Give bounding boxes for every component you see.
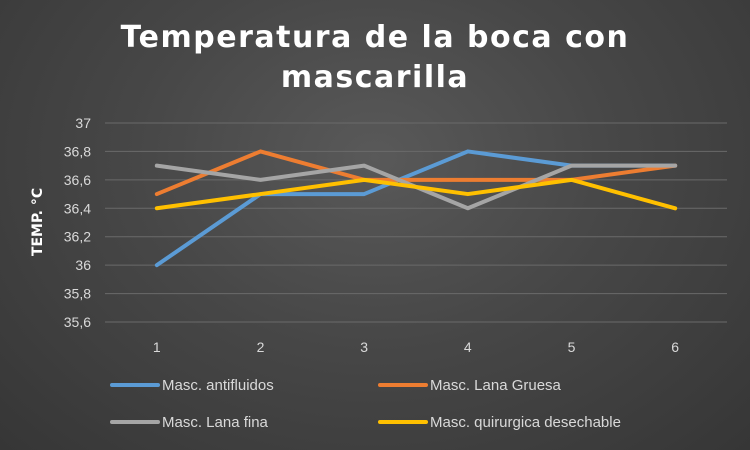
y-tick-label: 37 — [75, 115, 91, 131]
x-tick-label: 1 — [153, 339, 161, 355]
chart-title-line2: mascarilla — [280, 60, 470, 95]
x-tick-label: 5 — [568, 339, 576, 355]
series-line-4 — [154, 177, 678, 211]
legend-label: Masc. Lana Gruesa — [430, 377, 562, 394]
legend-label: Masc. quirurgica desechable — [430, 414, 621, 431]
x-tick-label: 4 — [464, 339, 472, 355]
y-tick-label: 36,2 — [64, 229, 91, 245]
x-tick-label: 3 — [360, 339, 368, 355]
y-tick-label: 36 — [75, 257, 91, 273]
x-tick-label: 6 — [671, 339, 679, 355]
y-tick-label: 36,6 — [64, 172, 91, 188]
legend-label: Masc. Lana fina — [162, 414, 269, 431]
y-tick-label: 36,4 — [64, 200, 91, 216]
y-tick-label: 35,6 — [64, 314, 91, 330]
y-tick-label: 35,8 — [64, 286, 91, 302]
legend-label: Masc. antifluidos — [162, 377, 274, 394]
y-tick-label: 36,8 — [64, 143, 91, 159]
series-line-2 — [154, 149, 678, 197]
chart-title-line1: Temperatura de la boca con — [120, 20, 630, 55]
x-tick-label: 2 — [257, 339, 265, 355]
